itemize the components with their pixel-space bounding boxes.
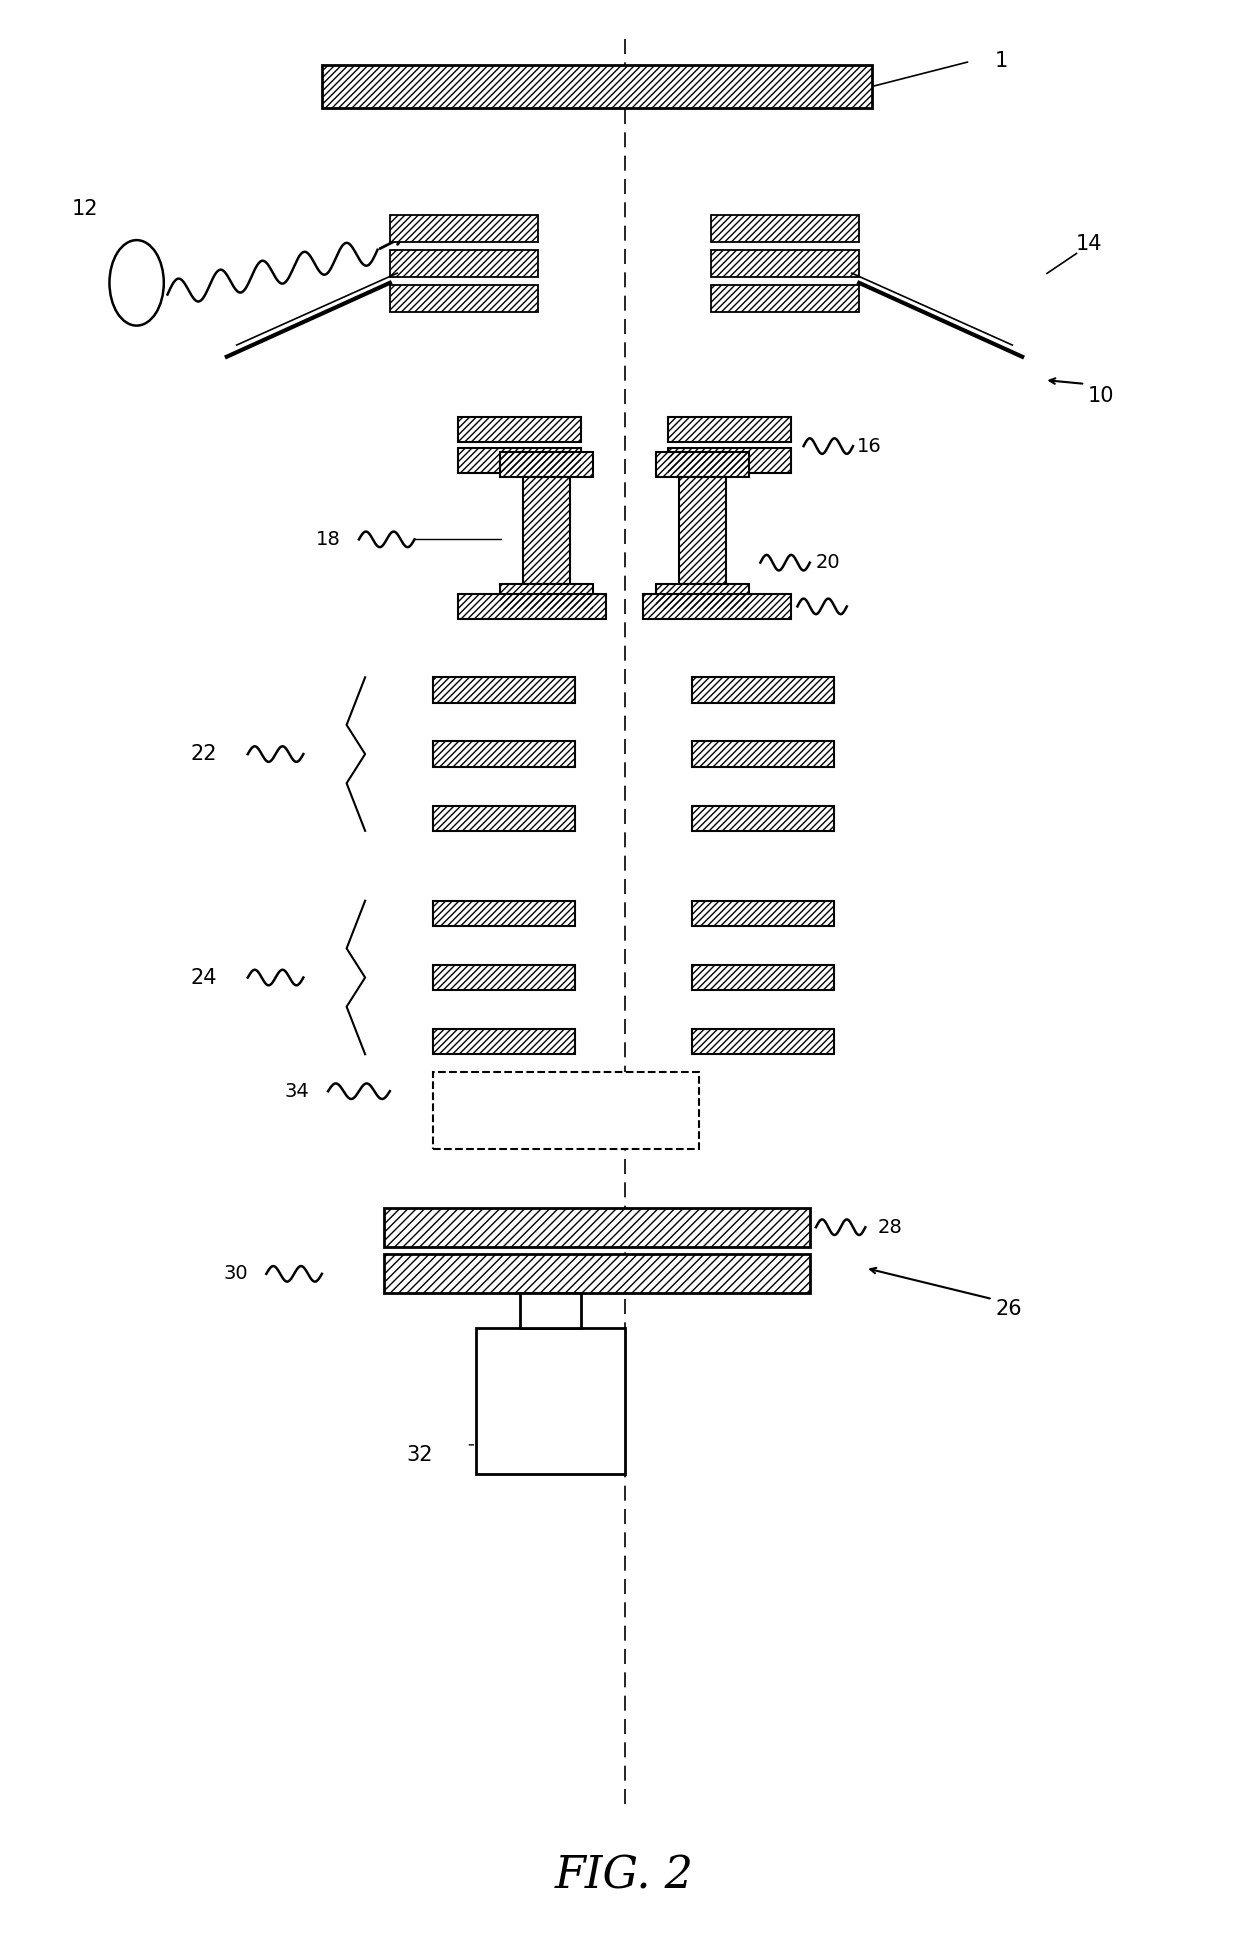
- Text: 34: 34: [285, 1082, 310, 1100]
- Bar: [390, 250, 538, 278]
- Bar: [476, 1329, 624, 1474]
- Bar: [643, 593, 791, 618]
- Bar: [711, 215, 859, 243]
- Bar: [433, 1072, 698, 1149]
- Bar: [692, 742, 834, 767]
- Bar: [520, 1294, 581, 1329]
- Bar: [692, 806, 834, 832]
- Bar: [692, 965, 834, 990]
- Bar: [711, 286, 859, 311]
- Bar: [390, 215, 538, 243]
- Bar: [458, 593, 606, 618]
- Bar: [433, 677, 575, 703]
- Bar: [390, 250, 538, 278]
- Text: 18: 18: [316, 530, 341, 548]
- Bar: [692, 965, 834, 990]
- Bar: [322, 65, 872, 108]
- Bar: [458, 417, 581, 442]
- Bar: [523, 478, 570, 583]
- Bar: [692, 1029, 834, 1055]
- Bar: [679, 478, 726, 583]
- Bar: [433, 965, 575, 990]
- Bar: [711, 250, 859, 278]
- Text: 12: 12: [71, 200, 97, 219]
- Bar: [433, 900, 575, 926]
- Bar: [433, 1029, 575, 1055]
- Bar: [523, 478, 570, 583]
- Text: 20: 20: [816, 554, 841, 571]
- Bar: [501, 583, 593, 609]
- Bar: [668, 417, 791, 442]
- Bar: [501, 583, 593, 609]
- Bar: [458, 593, 606, 618]
- Bar: [692, 806, 834, 832]
- Bar: [433, 806, 575, 832]
- Text: 1: 1: [995, 51, 1008, 70]
- Bar: [383, 1254, 809, 1294]
- Bar: [433, 1029, 575, 1055]
- Text: 24: 24: [190, 967, 217, 988]
- Bar: [692, 900, 834, 926]
- Bar: [656, 583, 748, 609]
- Bar: [383, 1207, 809, 1247]
- Bar: [390, 286, 538, 311]
- Bar: [433, 677, 575, 703]
- Bar: [390, 215, 538, 243]
- Bar: [679, 478, 726, 583]
- Bar: [656, 583, 748, 609]
- Text: 16: 16: [857, 436, 882, 456]
- Text: 30: 30: [224, 1264, 247, 1284]
- Text: 26: 26: [995, 1299, 1022, 1319]
- Bar: [433, 965, 575, 990]
- Bar: [322, 65, 872, 108]
- Text: 22: 22: [190, 744, 217, 763]
- Text: 28: 28: [878, 1217, 903, 1237]
- Bar: [383, 1207, 809, 1247]
- Text: 32: 32: [407, 1444, 433, 1464]
- Bar: [692, 742, 834, 767]
- Bar: [433, 900, 575, 926]
- Bar: [458, 448, 581, 474]
- Bar: [433, 742, 575, 767]
- Bar: [390, 286, 538, 311]
- Text: 10: 10: [1088, 386, 1114, 405]
- Bar: [501, 452, 593, 478]
- Bar: [668, 417, 791, 442]
- Bar: [692, 1029, 834, 1055]
- Bar: [458, 448, 581, 474]
- Bar: [458, 417, 581, 442]
- Bar: [711, 250, 859, 278]
- Bar: [643, 593, 791, 618]
- Bar: [656, 452, 748, 478]
- Bar: [656, 452, 748, 478]
- Text: FIG. 2: FIG. 2: [555, 1855, 694, 1898]
- Bar: [692, 677, 834, 703]
- Bar: [668, 448, 791, 474]
- Bar: [501, 452, 593, 478]
- Bar: [692, 900, 834, 926]
- Bar: [433, 806, 575, 832]
- Bar: [711, 286, 859, 311]
- Bar: [668, 448, 791, 474]
- Bar: [711, 215, 859, 243]
- Bar: [692, 677, 834, 703]
- Bar: [433, 742, 575, 767]
- Text: 14: 14: [1075, 235, 1102, 254]
- Bar: [383, 1254, 809, 1294]
